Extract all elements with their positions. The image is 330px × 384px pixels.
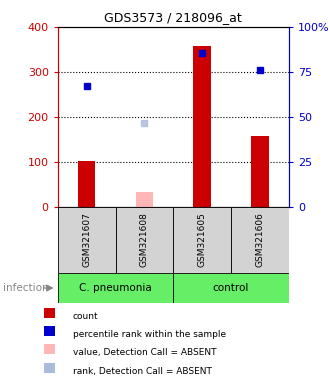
- Bar: [44, 344, 55, 354]
- Bar: [44, 308, 55, 318]
- Bar: [136, 192, 153, 207]
- Text: rank, Detection Call = ABSENT: rank, Detection Call = ABSENT: [73, 367, 212, 376]
- Bar: [44, 326, 55, 336]
- Text: percentile rank within the sample: percentile rank within the sample: [73, 330, 226, 339]
- Bar: [115, 207, 173, 273]
- Text: control: control: [213, 283, 249, 293]
- Title: GDS3573 / 218096_at: GDS3573 / 218096_at: [104, 11, 242, 24]
- Bar: [78, 161, 95, 207]
- Text: GSM321606: GSM321606: [255, 213, 264, 267]
- Bar: [173, 273, 289, 303]
- Text: GSM321608: GSM321608: [140, 213, 149, 267]
- Bar: [44, 362, 55, 373]
- Text: infection: infection: [3, 283, 49, 293]
- Text: C. pneumonia: C. pneumonia: [79, 283, 152, 293]
- Bar: [173, 207, 231, 273]
- Text: value, Detection Call = ABSENT: value, Detection Call = ABSENT: [73, 348, 216, 357]
- Text: GSM321607: GSM321607: [82, 213, 91, 267]
- Bar: [193, 46, 211, 207]
- Text: count: count: [73, 312, 99, 321]
- Bar: [58, 207, 115, 273]
- Bar: [58, 273, 173, 303]
- Bar: [251, 136, 269, 207]
- Bar: [231, 207, 289, 273]
- Text: GSM321605: GSM321605: [198, 213, 207, 267]
